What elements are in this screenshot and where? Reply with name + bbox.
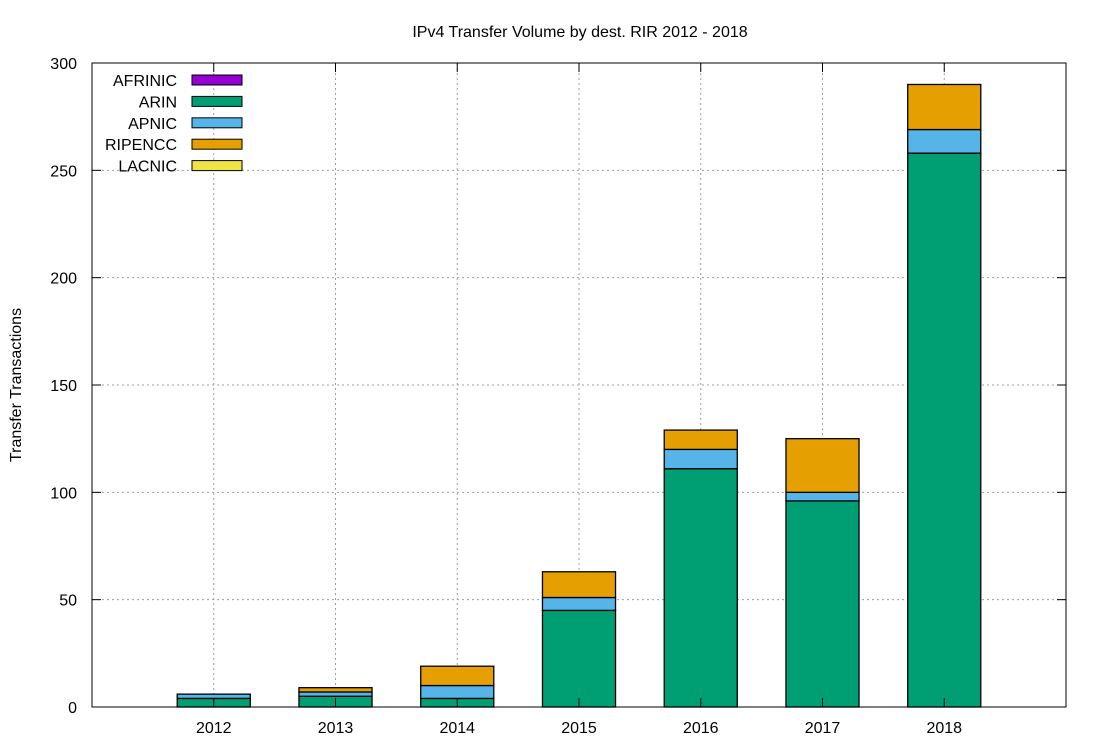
y-tick-label: 300 xyxy=(50,56,77,73)
legend-swatch-afrinic xyxy=(191,74,243,86)
legend-label: APNIC xyxy=(128,116,177,133)
y-tick-label: 250 xyxy=(50,163,77,180)
y-tick-label: 0 xyxy=(68,700,77,717)
y-tick-label: 100 xyxy=(50,485,77,502)
x-tick-label: 2016 xyxy=(683,720,719,737)
legend-swatch-ripencc xyxy=(191,138,243,150)
bar-segment-ripencc-2017 xyxy=(785,438,860,493)
legend-label: RIPENCC xyxy=(105,137,177,154)
bar-segment-ripencc-2016 xyxy=(663,429,738,451)
x-tick-label: 2018 xyxy=(926,720,962,737)
bar-segment-apnic-2015 xyxy=(541,596,617,612)
bar-segment-ripencc-2014 xyxy=(420,665,495,687)
legend: AFRINIC ARIN APNIC RIPENCC LACNIC xyxy=(105,73,243,176)
legend-swatch-apnic xyxy=(191,117,243,129)
y-axis-ticks: 0 50 100 150 200 250 300 xyxy=(50,56,1066,717)
bar-segment-ripencc-2018 xyxy=(907,83,982,131)
bar-segment-ripencc-2015 xyxy=(541,571,617,599)
y-axis-label: Transfer Transactions xyxy=(8,308,25,462)
bar-segment-apnic-2014 xyxy=(420,684,495,700)
legend-swatch-lacnic xyxy=(191,160,243,172)
bar-segment-apnic-2012 xyxy=(176,693,251,700)
gridlines xyxy=(92,63,1066,707)
bar-segment-apnic-2016 xyxy=(663,448,738,470)
bar-segment-arin-2018 xyxy=(907,152,982,708)
bar-segment-arin-2015 xyxy=(541,609,617,708)
legend-swatch-arin xyxy=(191,95,243,107)
bar-segment-ripencc-2013 xyxy=(298,687,373,693)
bar-segment-apnic-2018 xyxy=(907,128,982,154)
x-tick-label: 2012 xyxy=(196,720,232,737)
x-axis-ticks: 2012 2013 2014 2015 2016 2017 2018 xyxy=(196,63,962,737)
chart-title: IPv4 Transfer Volume by dest. RIR 2012 -… xyxy=(412,24,747,41)
y-tick-label: 200 xyxy=(50,271,77,288)
x-tick-label: 2013 xyxy=(318,720,354,737)
y-tick-label: 150 xyxy=(50,378,77,395)
legend-label: LACNIC xyxy=(118,159,177,176)
x-tick-label: 2017 xyxy=(805,720,841,737)
legend-label: ARIN xyxy=(139,94,177,111)
bars xyxy=(176,83,982,708)
bar-segment-arin-2017 xyxy=(785,500,860,708)
bar-segment-apnic-2017 xyxy=(785,491,860,502)
x-tick-label: 2014 xyxy=(439,720,475,737)
bar-segment-arin-2016 xyxy=(663,468,738,708)
y-tick-label: 50 xyxy=(59,593,77,610)
legend-label: AFRINIC xyxy=(113,73,177,90)
x-tick-label: 2015 xyxy=(561,720,597,737)
